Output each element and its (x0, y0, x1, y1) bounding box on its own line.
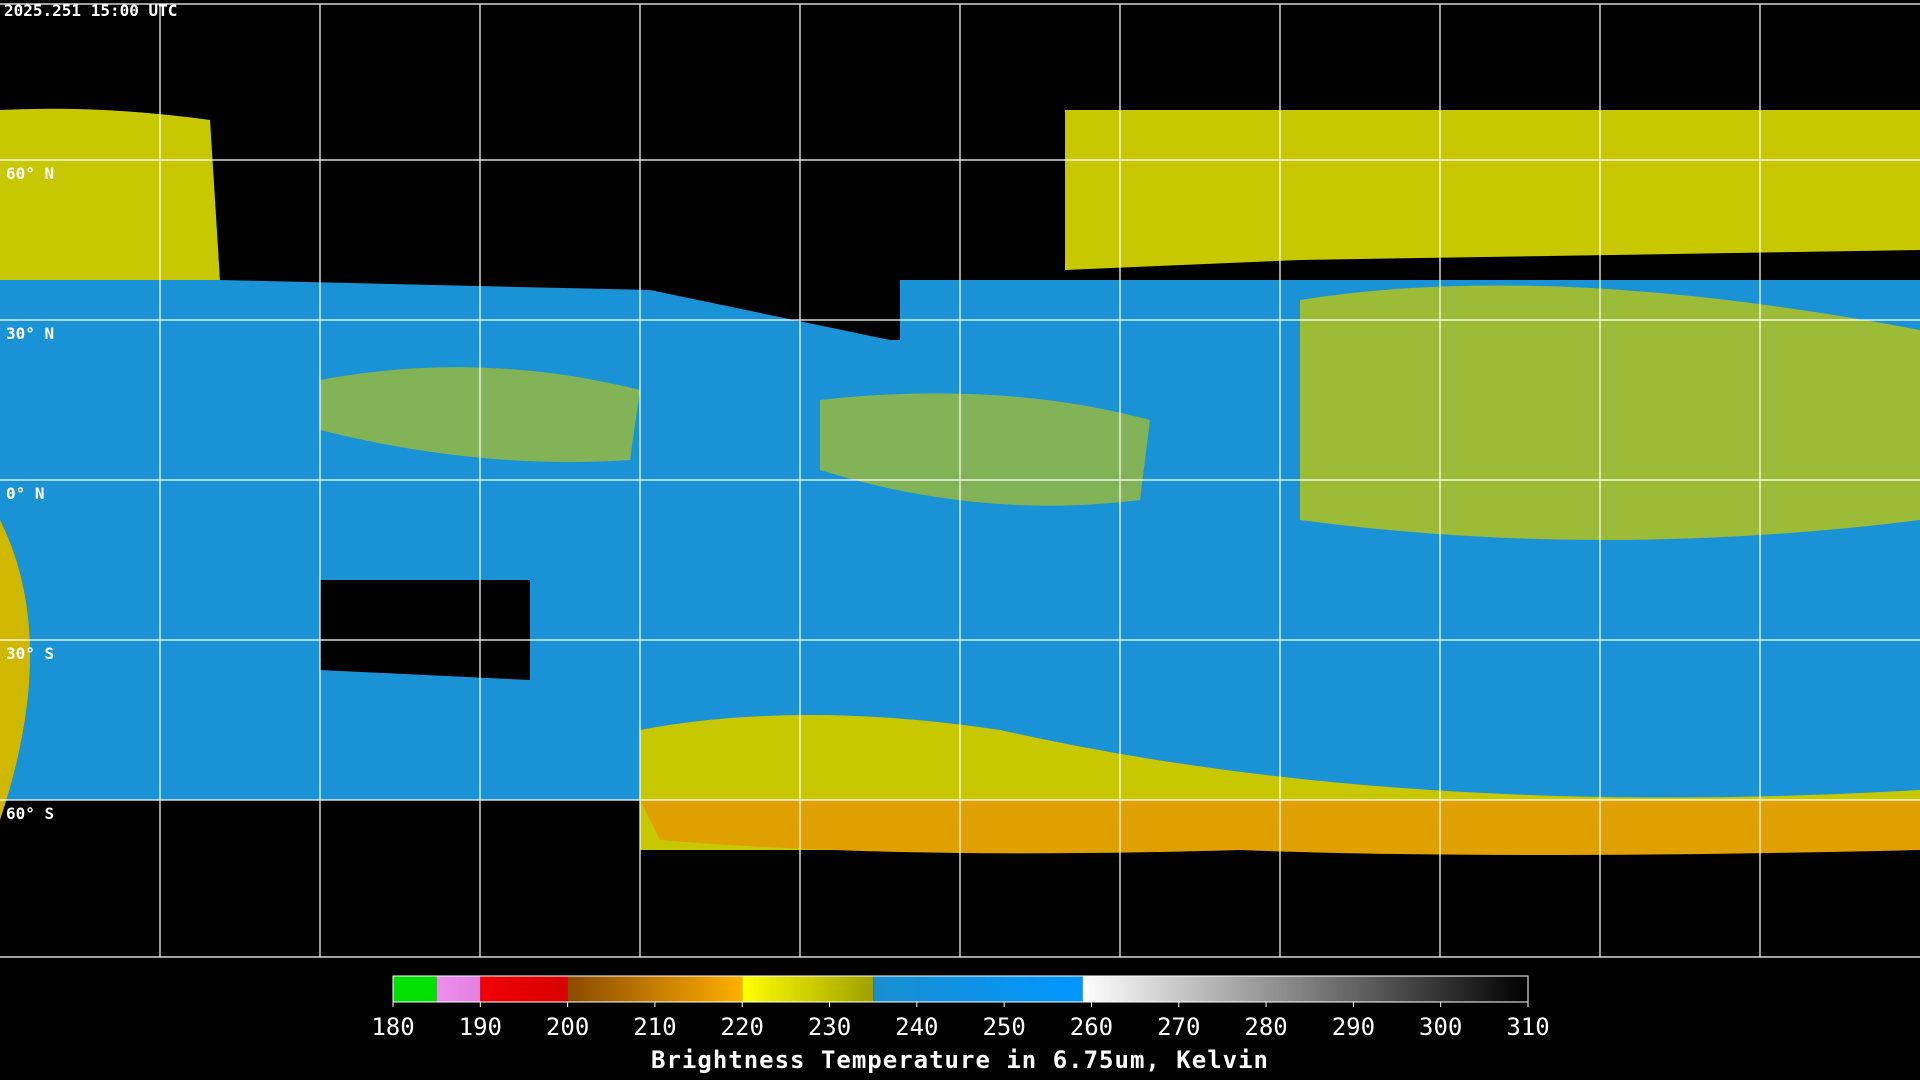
imagery-cloud (1065, 105, 1300, 270)
colorbar-frame (392, 975, 1529, 1003)
imagery-cloud (1300, 105, 1920, 260)
latitude-label: 30° N (6, 324, 54, 343)
colorbar-segment (480, 976, 568, 1002)
colorbar-tick-label: 290 (1332, 1013, 1375, 1041)
colorbar-tick-label: 270 (1157, 1013, 1200, 1041)
colorbar-tick-label: 210 (633, 1013, 676, 1041)
colorbar-tick-label: 220 (721, 1013, 764, 1041)
no-data (160, 580, 530, 680)
colorbar-tick-label: 260 (1070, 1013, 1113, 1041)
imagery-cloud (820, 393, 1150, 506)
colorbar-tick-label: 180 (371, 1013, 414, 1041)
colorbar-segment (436, 976, 481, 1002)
imagery-cloud (1300, 285, 1920, 540)
colorbar-tick-label: 240 (895, 1013, 938, 1041)
latitude-label: 0° N (6, 484, 45, 503)
imagery-cloud (0, 108, 220, 280)
colorbar-tick-label: 250 (982, 1013, 1025, 1041)
no-data (160, 0, 1920, 340)
latitude-label: 60° S (6, 804, 54, 823)
colorbar-tick-label: 300 (1419, 1013, 1462, 1041)
latitude-label: 60° N (6, 164, 54, 183)
colorbar-segment (1082, 976, 1528, 1002)
latitude-label: 30° S (6, 644, 54, 663)
timestamp: 2025.251 15:00 UTC (4, 1, 177, 20)
colorbar-segment (873, 976, 1083, 1002)
imagery-cloud (0, 520, 30, 820)
colorbar-tick-label: 310 (1506, 1013, 1549, 1041)
colorbar-segment (567, 976, 743, 1002)
colorbar-segment (742, 976, 874, 1002)
colorbar-tick-label: 230 (808, 1013, 851, 1041)
colorbar-segment (393, 976, 437, 1002)
graticule: 60° N 30° N 0° N 30° S 60° S (0, 3, 1920, 958)
colorbar-title: Brightness Temperature in 6.75um, Kelvin (651, 1046, 1269, 1074)
colorbar-tick-label: 200 (546, 1013, 589, 1041)
colorbar-tick-label: 280 (1244, 1013, 1287, 1041)
colorbar-tick-label: 190 (459, 1013, 502, 1041)
colorbar: 180 190 200 210 220 230 240 250 260 270 280 290 300 3… (371, 975, 1550, 1041)
